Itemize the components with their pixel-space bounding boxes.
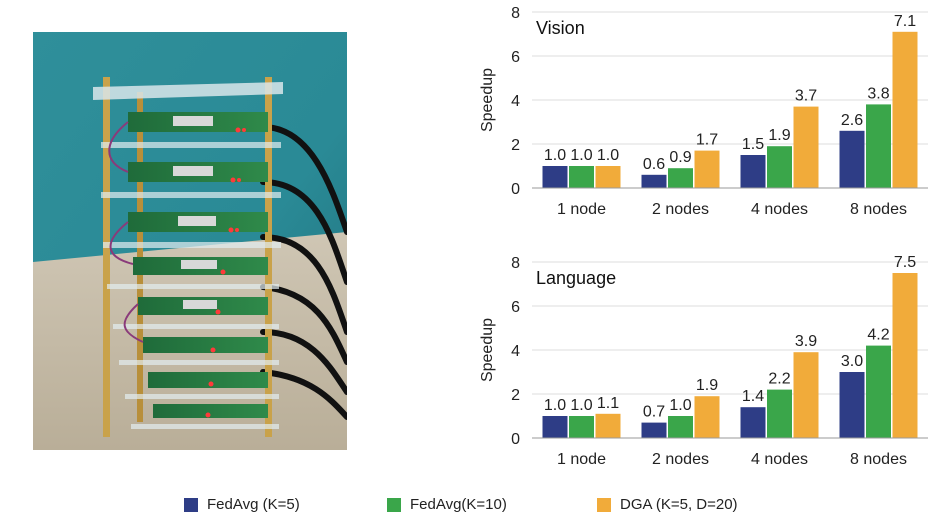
data-label: 3.7	[795, 88, 817, 105]
data-label: 1.0	[570, 397, 592, 414]
y-tick-label: 0	[511, 181, 520, 198]
y-axis-label: Speedup	[479, 68, 496, 132]
data-label: 1.0	[544, 397, 566, 414]
data-label: 3.8	[867, 85, 889, 102]
bar	[694, 396, 720, 438]
bar	[569, 166, 594, 188]
bar	[839, 130, 865, 188]
data-label: 1.5	[742, 136, 764, 153]
x-tick-label: 4 nodes	[751, 451, 808, 468]
legend-swatch-fedavg-k5	[184, 497, 198, 512]
bar	[668, 168, 693, 188]
y-tick-label: 6	[511, 49, 520, 66]
data-label: 1.7	[696, 132, 718, 149]
legend-swatch-dga	[597, 497, 611, 512]
y-tick-label: 8	[511, 255, 520, 272]
legend: FedAvg (K=5) FedAvg(K=10) DGA (K=5, D=20…	[0, 496, 942, 520]
y-tick-label: 8	[511, 5, 520, 22]
bar	[892, 273, 918, 438]
data-label: 1.4	[742, 388, 764, 405]
bar	[595, 166, 621, 188]
bar	[542, 416, 568, 438]
legend-item-dga: DGA (K=5, D=20)	[597, 496, 738, 513]
data-label: 3.9	[795, 333, 817, 350]
data-label: 7.1	[894, 13, 916, 30]
data-label: 0.9	[669, 149, 691, 166]
bar	[740, 407, 766, 438]
data-label: 0.7	[643, 404, 665, 421]
bar	[767, 146, 792, 188]
bar	[793, 352, 819, 438]
y-tick-label: 4	[511, 343, 520, 360]
legend-item-fedavg-k10: FedAvg(K=10)	[387, 496, 507, 513]
bar	[668, 416, 693, 438]
x-tick-label: 4 nodes	[751, 201, 808, 218]
data-label: 4.2	[867, 327, 889, 344]
bar	[866, 345, 891, 438]
x-tick-label: 2 nodes	[652, 201, 709, 218]
data-label: 7.5	[894, 254, 916, 271]
x-tick-label: 8 nodes	[850, 451, 907, 468]
y-tick-label: 6	[511, 299, 520, 316]
legend-label: DGA (K=5, D=20)	[620, 496, 738, 513]
data-label: 1.1	[597, 395, 619, 412]
data-label: 1.0	[570, 147, 592, 164]
x-tick-label: 1 node	[557, 201, 606, 218]
data-label: 2.2	[768, 371, 790, 388]
legend-label: FedAvg(K=10)	[410, 496, 507, 513]
bar	[740, 155, 766, 188]
x-tick-label: 2 nodes	[652, 451, 709, 468]
data-label: 0.6	[643, 156, 665, 173]
chart-title: Vision	[536, 18, 585, 38]
legend-item-fedavg-k5: FedAvg (K=5)	[184, 496, 300, 513]
bar	[839, 372, 865, 438]
data-label: 1.0	[544, 147, 566, 164]
data-label: 2.6	[841, 112, 863, 129]
legend-swatch-fedavg-k10	[387, 497, 401, 512]
data-label: 1.0	[669, 397, 691, 414]
x-tick-label: 1 node	[557, 451, 606, 468]
y-tick-label: 0	[511, 431, 520, 448]
bar	[641, 422, 667, 438]
bar	[595, 413, 621, 438]
bar	[569, 416, 594, 438]
data-label: 1.0	[597, 147, 619, 164]
legend-label: FedAvg (K=5)	[207, 496, 300, 513]
data-label: 3.0	[841, 353, 863, 370]
bar	[542, 166, 568, 188]
raspberry-pi-cluster-photo	[33, 32, 347, 450]
bar	[892, 31, 918, 188]
chart-title: Language	[536, 268, 616, 288]
y-axis-label: Speedup	[479, 318, 496, 382]
y-tick-label: 2	[511, 387, 520, 404]
data-label: 1.9	[696, 377, 718, 394]
bar	[866, 104, 891, 188]
bar	[641, 174, 667, 188]
y-tick-label: 4	[511, 93, 520, 110]
data-label: 1.9	[768, 127, 790, 144]
bar	[694, 150, 720, 188]
y-tick-label: 2	[511, 137, 520, 154]
x-tick-label: 8 nodes	[850, 201, 907, 218]
bar	[767, 389, 792, 438]
bar	[793, 106, 819, 188]
